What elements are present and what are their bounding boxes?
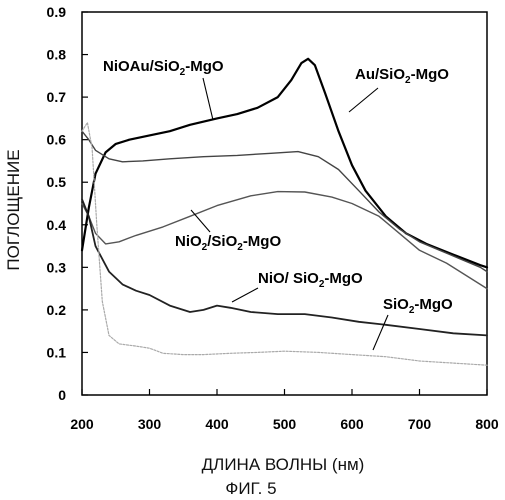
annotation-nio2: NiO2/SiO2-MgO xyxy=(175,233,281,253)
y-tick-label: 0.8 xyxy=(47,47,67,63)
series-line-0 xyxy=(82,59,487,267)
x-tick-label: 200 xyxy=(70,416,94,432)
x-tick-label: 500 xyxy=(273,416,297,432)
annotation-au: Au/SiO2-MgO xyxy=(355,66,449,86)
annotation-leaders xyxy=(191,78,388,350)
annotation-leader-2 xyxy=(191,210,210,232)
y-tick-label: 0.2 xyxy=(47,302,67,318)
x-tick-label: 400 xyxy=(205,416,229,432)
y-axis-title: ПОГЛОЩЕНИЕ xyxy=(4,149,23,270)
x-tick-label: 700 xyxy=(408,416,432,432)
y-tick-label: 0.7 xyxy=(47,89,67,105)
y-tick-label: 0 xyxy=(58,387,66,403)
annotation-nio: NiO/ SiO2-MgO xyxy=(258,270,363,290)
y-tick-label: 0.4 xyxy=(47,217,67,233)
annotation-leader-0 xyxy=(203,78,213,120)
figure-caption: ФИГ. 5 xyxy=(225,479,276,498)
annotation-nioau: NiOAu/SiO2-MgO xyxy=(103,58,224,78)
annotation-leader-1 xyxy=(349,88,378,112)
x-tick-label: 800 xyxy=(475,416,499,432)
y-tick-label: 0.5 xyxy=(47,174,67,190)
series-lines xyxy=(82,59,487,365)
x-axis-title: ДЛИНА ВОЛНЫ (нм) xyxy=(202,455,365,474)
y-tick-label: 0.6 xyxy=(47,132,67,148)
annotation-sio2: SiO2-MgO xyxy=(383,296,453,316)
annotation-leader-3 xyxy=(232,288,258,302)
x-tick-label: 600 xyxy=(340,416,364,432)
x-tick-label: 300 xyxy=(138,416,162,432)
series-line-1 xyxy=(82,131,487,271)
y-tick-label: 0.1 xyxy=(47,344,67,360)
series-line-3 xyxy=(82,199,487,335)
annotation-leader-4 xyxy=(373,315,388,350)
y-tick-label: 0.9 xyxy=(47,4,67,20)
y-tick-label: 0.3 xyxy=(47,259,67,275)
